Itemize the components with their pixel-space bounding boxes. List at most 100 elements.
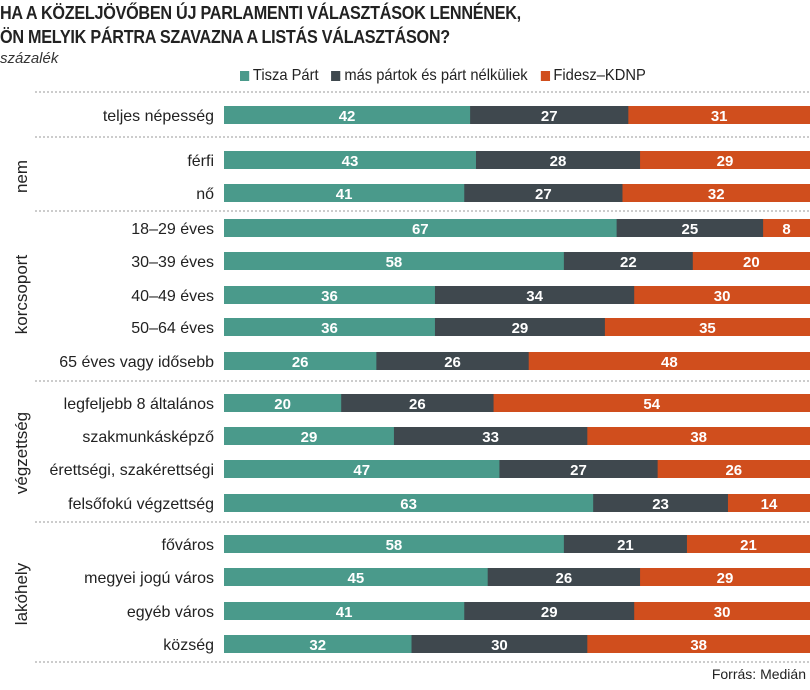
data-label: 28 bbox=[550, 153, 567, 170]
data-label: 27 bbox=[535, 186, 552, 203]
bar-segment bbox=[376, 352, 530, 370]
bar-segment bbox=[224, 219, 618, 237]
data-label: 30 bbox=[714, 604, 731, 621]
category-label: község bbox=[163, 637, 214, 654]
bar-segment bbox=[475, 151, 641, 169]
legend-item: Fidesz–KDNP bbox=[540, 67, 646, 85]
data-label: 29 bbox=[717, 570, 734, 587]
category-label: teljes népesség bbox=[103, 108, 214, 125]
data-label: 45 bbox=[348, 570, 365, 587]
data-label: 38 bbox=[690, 429, 707, 446]
category-label: 30–39 éves bbox=[131, 254, 214, 271]
chart-subtitle: százalék bbox=[0, 50, 59, 67]
data-label: 63 bbox=[400, 496, 417, 513]
category-label: nő bbox=[196, 186, 214, 203]
data-label: 48 bbox=[661, 354, 678, 371]
bar-segment bbox=[224, 318, 436, 336]
data-label: 25 bbox=[682, 221, 699, 238]
category-label: 65 éves vagy idősebb bbox=[59, 354, 214, 371]
bar-segment bbox=[224, 494, 594, 512]
bar-segment bbox=[224, 352, 377, 370]
bar-segment bbox=[634, 602, 810, 620]
legend-label: Tisza Párt bbox=[252, 67, 319, 84]
bar-segment bbox=[224, 568, 489, 586]
data-label: 14 bbox=[761, 496, 778, 513]
group-label: végzettség bbox=[12, 412, 31, 494]
data-label: 21 bbox=[740, 537, 757, 554]
data-label: 21 bbox=[617, 537, 634, 554]
data-label: 43 bbox=[342, 153, 359, 170]
legend-swatch bbox=[240, 71, 250, 81]
bar-segment bbox=[224, 286, 436, 304]
bar-segment bbox=[434, 286, 635, 304]
data-label: 30 bbox=[714, 288, 731, 305]
bar-segment bbox=[434, 318, 606, 336]
category-label: főváros bbox=[162, 537, 214, 554]
bar-segment bbox=[686, 535, 810, 553]
data-label: 47 bbox=[353, 462, 370, 479]
bar-segment bbox=[634, 286, 810, 304]
bar-segment bbox=[224, 602, 465, 620]
category-label: egyéb város bbox=[127, 604, 214, 621]
data-label: 20 bbox=[743, 254, 760, 271]
source-note: Forrás: Medián bbox=[711, 666, 806, 682]
category-label: legfeljebb 8 általános bbox=[64, 396, 214, 413]
category-label: férfi bbox=[187, 153, 214, 170]
data-label: 30 bbox=[491, 637, 508, 654]
data-label: 26 bbox=[556, 570, 573, 587]
data-label: 29 bbox=[301, 429, 318, 446]
bar-segment bbox=[393, 427, 588, 445]
bar-segment bbox=[657, 460, 810, 478]
category-label: érettségi, szakérettségi bbox=[49, 462, 214, 479]
data-label: 26 bbox=[444, 354, 461, 371]
data-label: 26 bbox=[725, 462, 742, 479]
bar-segment bbox=[640, 568, 810, 586]
bar-segment bbox=[224, 106, 471, 124]
data-label: 8 bbox=[782, 221, 790, 238]
bar-segment bbox=[224, 535, 565, 553]
bar-segment bbox=[224, 252, 565, 270]
data-label: 29 bbox=[512, 320, 529, 337]
category-label: megyei jogú város bbox=[84, 570, 214, 587]
bar-segment bbox=[224, 394, 342, 412]
bar-segment bbox=[224, 184, 465, 202]
data-label: 29 bbox=[717, 153, 734, 170]
bar-segment bbox=[224, 635, 413, 653]
data-label: 27 bbox=[541, 108, 558, 125]
category-label: 40–49 éves bbox=[131, 288, 214, 305]
data-label: 26 bbox=[292, 354, 309, 371]
data-label: 23 bbox=[652, 496, 669, 513]
data-label: 29 bbox=[541, 604, 558, 621]
bar-segment bbox=[587, 635, 810, 653]
bar-segment bbox=[763, 219, 810, 237]
data-label: 36 bbox=[321, 320, 338, 337]
bar-segment bbox=[593, 494, 729, 512]
legend-swatch bbox=[540, 71, 550, 81]
bar-segment bbox=[727, 494, 810, 512]
bar-segment bbox=[341, 394, 495, 412]
data-label: 20 bbox=[274, 396, 291, 413]
data-label: 31 bbox=[711, 108, 728, 125]
bar-segment bbox=[224, 427, 395, 445]
bar-segment bbox=[628, 106, 810, 124]
data-label: 32 bbox=[708, 186, 725, 203]
bar-segment bbox=[411, 635, 588, 653]
category-label: szakmunkásképző bbox=[82, 429, 214, 446]
group-label: lakóhely bbox=[12, 562, 31, 625]
legend-item: más pártok és párt nélküliek bbox=[331, 67, 528, 85]
bar-segment bbox=[499, 460, 659, 478]
bar-segment bbox=[464, 602, 635, 620]
data-label: 35 bbox=[699, 320, 716, 337]
group-label: nem bbox=[12, 160, 31, 193]
bar-segment bbox=[224, 151, 477, 169]
bar-segment bbox=[563, 252, 694, 270]
bar-segment bbox=[528, 352, 810, 370]
legend-swatch bbox=[331, 71, 341, 81]
legend: Tisza Párt más pártok és párt nélküliek Fi… bbox=[240, 67, 646, 85]
legend-label: más pártok és párt nélküliek bbox=[344, 67, 528, 84]
data-label: 33 bbox=[482, 429, 499, 446]
bar-segment bbox=[563, 535, 688, 553]
bar-segment bbox=[622, 184, 810, 202]
